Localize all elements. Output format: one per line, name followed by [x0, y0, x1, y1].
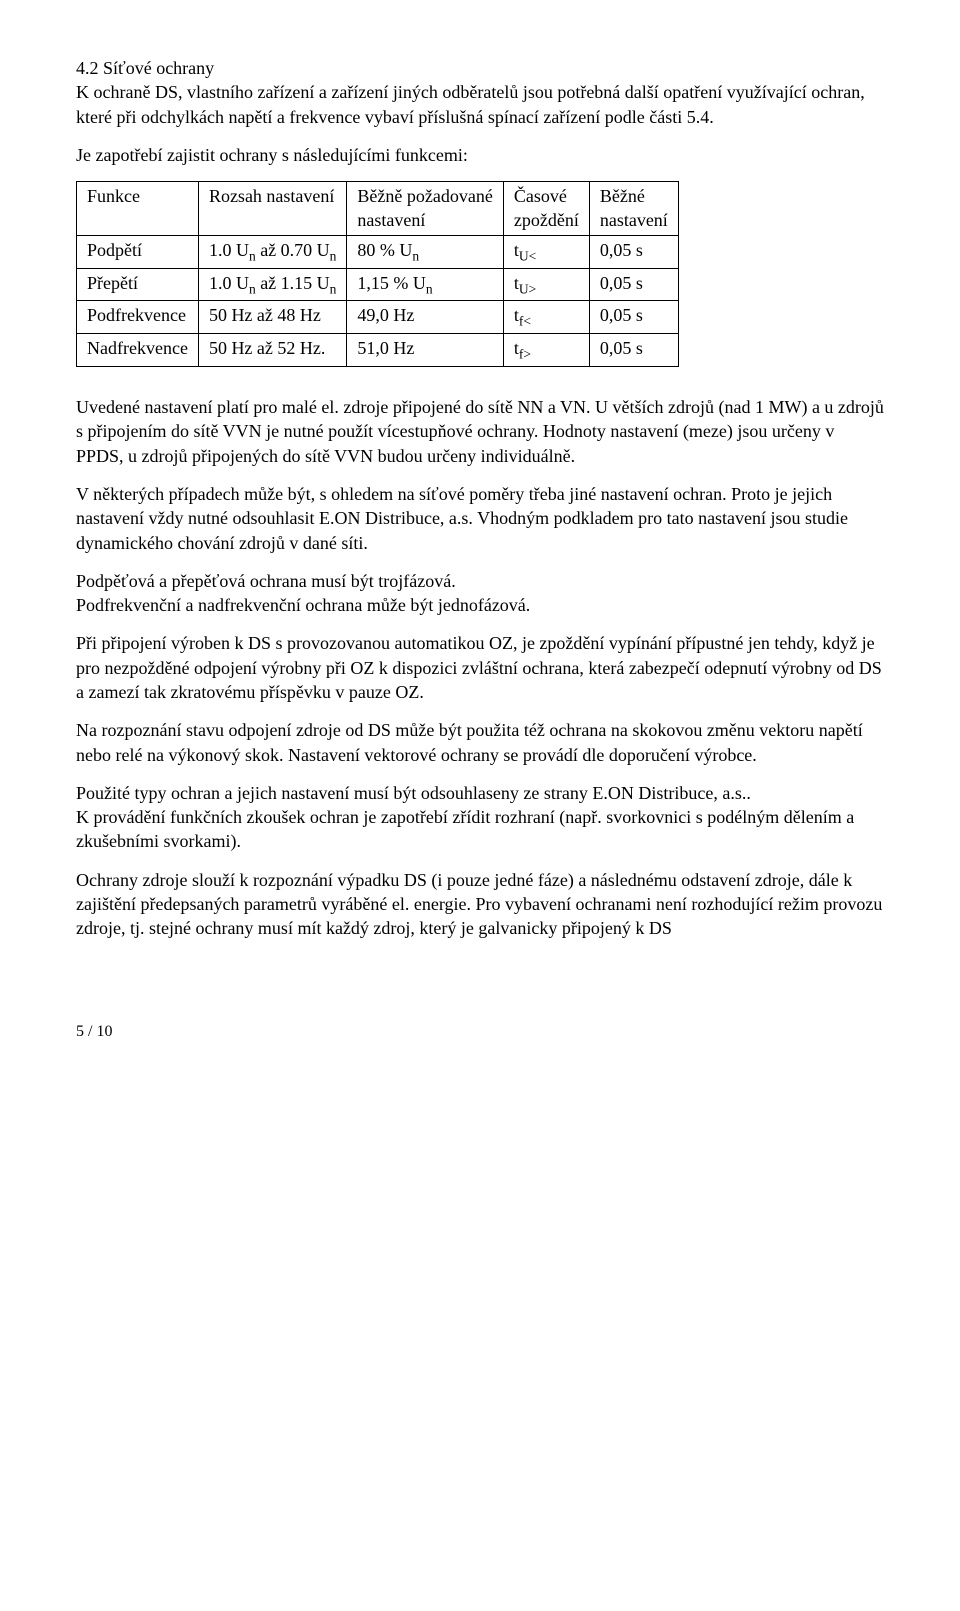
cell: 1,15 % Un: [347, 268, 503, 301]
cell: 0,05 s: [589, 268, 678, 301]
table-row: Nadfrekvence 50 Hz až 52 Hz. 51,0 Hz tf>…: [77, 334, 679, 367]
lead-paragraph: Je zapotřebí zajistit ochrany s následuj…: [76, 143, 884, 167]
col-header: Funkce: [77, 182, 199, 236]
section-number: 4.2: [76, 58, 99, 78]
cell: 49,0 Hz: [347, 301, 503, 334]
body-paragraph: Uvedené nastavení platí pro malé el. zdr…: [76, 395, 884, 468]
table-row: Přepětí 1.0 Un až 1.15 Un 1,15 % Un tU> …: [77, 268, 679, 301]
cell: 1.0 Un až 0.70 Un: [198, 235, 346, 268]
table-row: Podfrekvence 50 Hz až 48 Hz 49,0 Hz tf< …: [77, 301, 679, 334]
cell: tU<: [503, 235, 589, 268]
table-header-row: Funkce Rozsah nastavení Běžně požadované…: [77, 182, 679, 236]
col-header: Běžně požadovanénastavení: [347, 182, 503, 236]
cell: tf>: [503, 334, 589, 367]
cell: Přepětí: [77, 268, 199, 301]
intro-paragraph: K ochraně DS, vlastního zařízení a zaříz…: [76, 80, 884, 129]
body-paragraph: Ochrany zdroje slouží k rozpoznání výpad…: [76, 868, 884, 941]
body-paragraph: V některých případech může být, s ohlede…: [76, 482, 884, 555]
protection-settings-table: Funkce Rozsah nastavení Běžně požadované…: [76, 181, 679, 367]
cell: tf<: [503, 301, 589, 334]
line: Podfrekvenční a nadfrekvenční ochrana mů…: [76, 595, 530, 615]
cell: Nadfrekvence: [77, 334, 199, 367]
body-paragraph: Podpěťová a přepěťová ochrana musí být t…: [76, 569, 884, 618]
section-heading: 4.2 Síťové ochrany: [76, 56, 884, 80]
col-header: Časovézpoždění: [503, 182, 589, 236]
cell: 0,05 s: [589, 235, 678, 268]
cell: 0,05 s: [589, 334, 678, 367]
table-row: Podpětí 1.0 Un až 0.70 Un 80 % Un tU< 0,…: [77, 235, 679, 268]
line: Podpěťová a přepěťová ochrana musí být t…: [76, 571, 456, 591]
cell: Podpětí: [77, 235, 199, 268]
body-paragraph: K provádění funkčních zkoušek ochran je …: [76, 805, 884, 854]
page-number: 5 / 10: [76, 1021, 884, 1043]
col-header: Běžnénastavení: [589, 182, 678, 236]
cell: 1.0 Un až 1.15 Un: [198, 268, 346, 301]
body-paragraph: Použité typy ochran a jejich nastavení m…: [76, 781, 884, 805]
cell: 50 Hz až 52 Hz.: [198, 334, 346, 367]
body-paragraph: Při připojení výroben k DS s provozovano…: [76, 631, 884, 704]
cell: Podfrekvence: [77, 301, 199, 334]
body-paragraph: Na rozpoznání stavu odpojení zdroje od D…: [76, 718, 884, 767]
section-title-text: Síťové ochrany: [103, 58, 214, 78]
cell: 50 Hz až 48 Hz: [198, 301, 346, 334]
col-header: Rozsah nastavení: [198, 182, 346, 236]
cell: tU>: [503, 268, 589, 301]
cell: 0,05 s: [589, 301, 678, 334]
cell: 51,0 Hz: [347, 334, 503, 367]
cell: 80 % Un: [347, 235, 503, 268]
